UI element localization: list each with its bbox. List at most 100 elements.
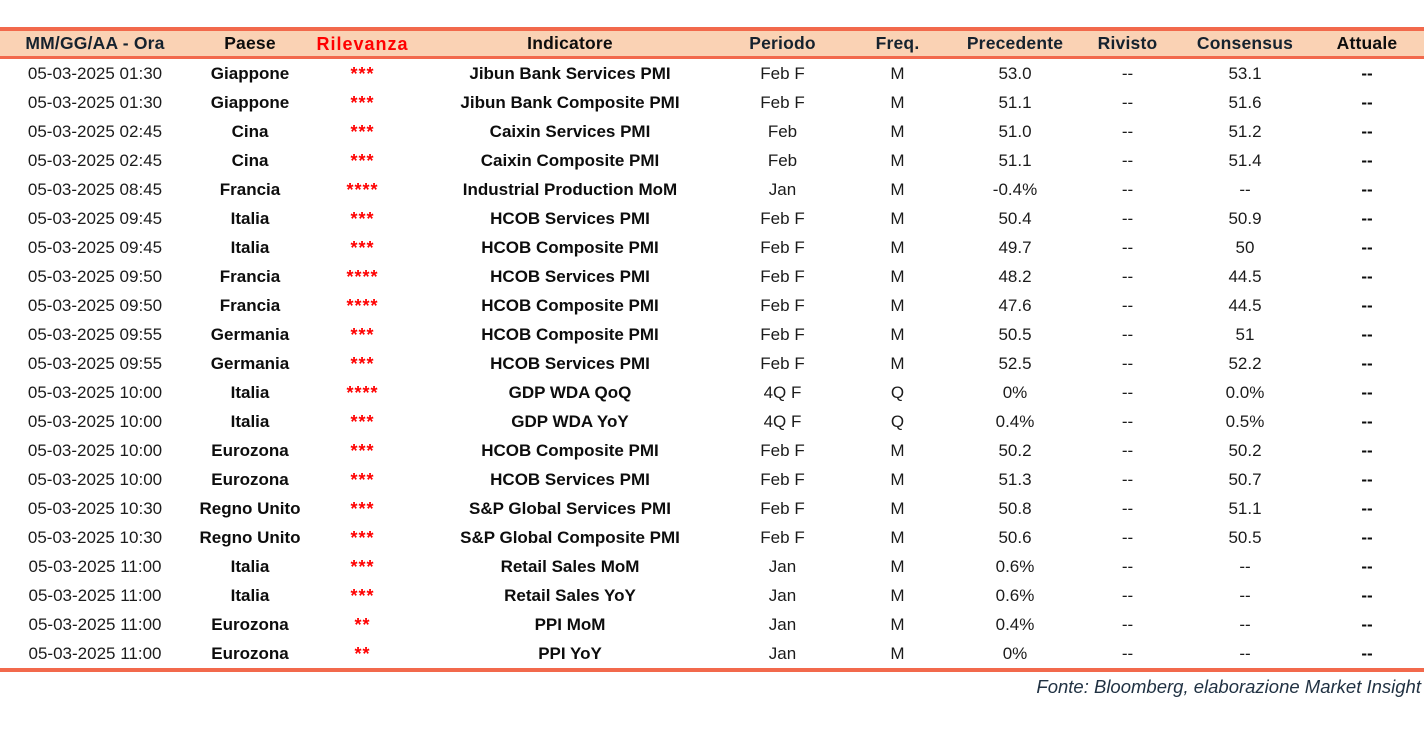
cell-previous: 50.6 (998, 527, 1032, 547)
cell-indicator: S&P Global Services PMI (469, 498, 671, 518)
column-header-freq: Freq. (875, 33, 920, 53)
cell-actual: -- (1361, 411, 1373, 431)
cell-period: Feb F (760, 92, 805, 112)
cell-indicator: GDP WDA QoQ (508, 382, 632, 402)
cell-actual: -- (1361, 121, 1373, 141)
cell-relevance: *** (350, 498, 375, 519)
cell-previous: -0.4% (992, 179, 1038, 199)
cell-previous: 0% (1002, 643, 1028, 663)
cell-actual: -- (1361, 498, 1373, 518)
cell-indicator: GDP WDA YoY (511, 411, 629, 431)
cell-actual: -- (1361, 266, 1373, 286)
cell-relevance: *** (350, 527, 375, 548)
cell-freq: M (890, 63, 905, 83)
cell-revised: -- (1121, 179, 1134, 199)
cell-indicator: HCOB Composite PMI (481, 237, 659, 257)
cell-revised: -- (1121, 411, 1134, 431)
cell-previous: 0% (1002, 382, 1028, 402)
cell-datetime: 05-03-2025 11:00 (28, 643, 162, 663)
table-row: 05-03-2025 10:00 Eurozona *** HCOB Composit… (0, 436, 1424, 465)
cell-period: Jan (768, 643, 797, 663)
cell-period: Jan (768, 614, 797, 634)
cell-country: Francia (219, 179, 281, 199)
cell-period: Feb F (760, 63, 805, 83)
cell-period: Feb F (760, 208, 805, 228)
cell-revised: -- (1121, 498, 1134, 518)
cell-consensus: 51.2 (1228, 121, 1262, 141)
cell-indicator: Retail Sales YoY (504, 585, 636, 605)
cell-datetime: 05-03-2025 10:00 (27, 469, 163, 489)
cell-datetime: 05-03-2025 02:45 (27, 150, 163, 170)
cell-datetime: 05-03-2025 02:45 (27, 121, 163, 141)
cell-actual: -- (1361, 150, 1373, 170)
cell-previous: 51.1 (998, 150, 1032, 170)
table-row: 05-03-2025 11:00 Italia *** Retail Sales Yo… (0, 581, 1424, 610)
cell-actual: -- (1361, 92, 1373, 112)
cell-country: Giappone (210, 92, 290, 112)
table-row: 05-03-2025 09:45 Italia *** HCOB Composite … (0, 233, 1424, 262)
cell-indicator: HCOB Composite PMI (481, 324, 659, 344)
cell-consensus: -- (1239, 643, 1251, 663)
table-row: 05-03-2025 02:45 Cina *** Caixin Services P… (0, 117, 1424, 146)
cell-actual: -- (1361, 295, 1373, 315)
cell-datetime: 05-03-2025 11:00 (28, 585, 162, 605)
cell-freq: M (890, 266, 905, 286)
cell-actual: -- (1361, 208, 1373, 228)
table-row: 05-03-2025 09:50 Francia **** HCOB Composit… (0, 291, 1424, 320)
cell-indicator: HCOB Services PMI (490, 469, 650, 489)
cell-revised: -- (1121, 440, 1134, 460)
cell-freq: Q (890, 411, 905, 431)
table-row: 05-03-2025 11:00 Italia *** Retail Sales Mo… (0, 552, 1424, 581)
cell-country: Italia (230, 585, 270, 605)
cell-consensus: 51 (1235, 324, 1255, 344)
cell-revised: -- (1121, 382, 1134, 402)
cell-datetime: 05-03-2025 10:00 (27, 382, 163, 402)
cell-period: Jan (768, 179, 797, 199)
table-body: 05-03-2025 01:30 Giappone *** Jibun Bank Se… (0, 59, 1424, 668)
table-row: 05-03-2025 11:00 Eurozona ** PPI YoY Jan M 0% -… (0, 639, 1424, 668)
cell-previous: 0.4% (995, 614, 1035, 634)
column-header-relevance: Rilevanza (316, 33, 409, 54)
column-header-actual: Attuale (1336, 33, 1398, 53)
cell-previous: 49.7 (998, 237, 1032, 257)
cell-datetime: 05-03-2025 11:00 (28, 614, 162, 634)
cell-period: 4Q F (763, 382, 802, 402)
cell-relevance: *** (350, 556, 375, 577)
cell-country: Italia (230, 382, 270, 402)
cell-consensus: 50.5 (1228, 527, 1262, 547)
cell-relevance: *** (350, 63, 375, 84)
cell-actual: -- (1361, 440, 1373, 460)
column-header-country: Paese (224, 33, 276, 53)
cell-freq: M (890, 179, 905, 199)
column-header-previous: Precedente (966, 33, 1064, 53)
table-row: 05-03-2025 09:45 Italia *** HCOB Services P… (0, 204, 1424, 233)
cell-country: Regno Unito (199, 527, 301, 547)
cell-country: Eurozona (211, 614, 289, 634)
cell-relevance: *** (350, 324, 375, 345)
cell-datetime: 05-03-2025 10:00 (27, 411, 163, 431)
cell-actual: -- (1361, 179, 1373, 199)
table-row: 05-03-2025 09:50 Francia **** HCOB Services… (0, 262, 1424, 291)
cell-freq: M (890, 208, 905, 228)
cell-previous: 0.6% (995, 585, 1035, 605)
cell-period: Jan (768, 585, 797, 605)
cell-freq: M (890, 643, 905, 663)
cell-actual: -- (1361, 643, 1373, 663)
cell-relevance: *** (350, 237, 375, 258)
cell-indicator: S&P Global Composite PMI (460, 527, 680, 547)
cell-period: Feb F (760, 295, 805, 315)
source-note: Fonte: Bloomberg, elaborazione Market In… (1036, 676, 1421, 697)
table-row: 05-03-2025 01:30 Giappone *** Jibun Bank Se… (0, 59, 1424, 88)
cell-country: Cina (231, 150, 269, 170)
cell-consensus: 51.4 (1228, 150, 1262, 170)
cell-country: Italia (230, 556, 270, 576)
cell-datetime: 05-03-2025 09:50 (27, 295, 163, 315)
column-header-datetime: MM/GG/AA - Ora (25, 33, 165, 53)
cell-revised: -- (1121, 208, 1134, 228)
cell-country: Italia (230, 208, 270, 228)
cell-revised: -- (1121, 556, 1134, 576)
cell-freq: M (890, 498, 905, 518)
cell-previous: 50.4 (998, 208, 1032, 228)
cell-period: Feb F (760, 527, 805, 547)
cell-consensus: -- (1239, 585, 1251, 605)
